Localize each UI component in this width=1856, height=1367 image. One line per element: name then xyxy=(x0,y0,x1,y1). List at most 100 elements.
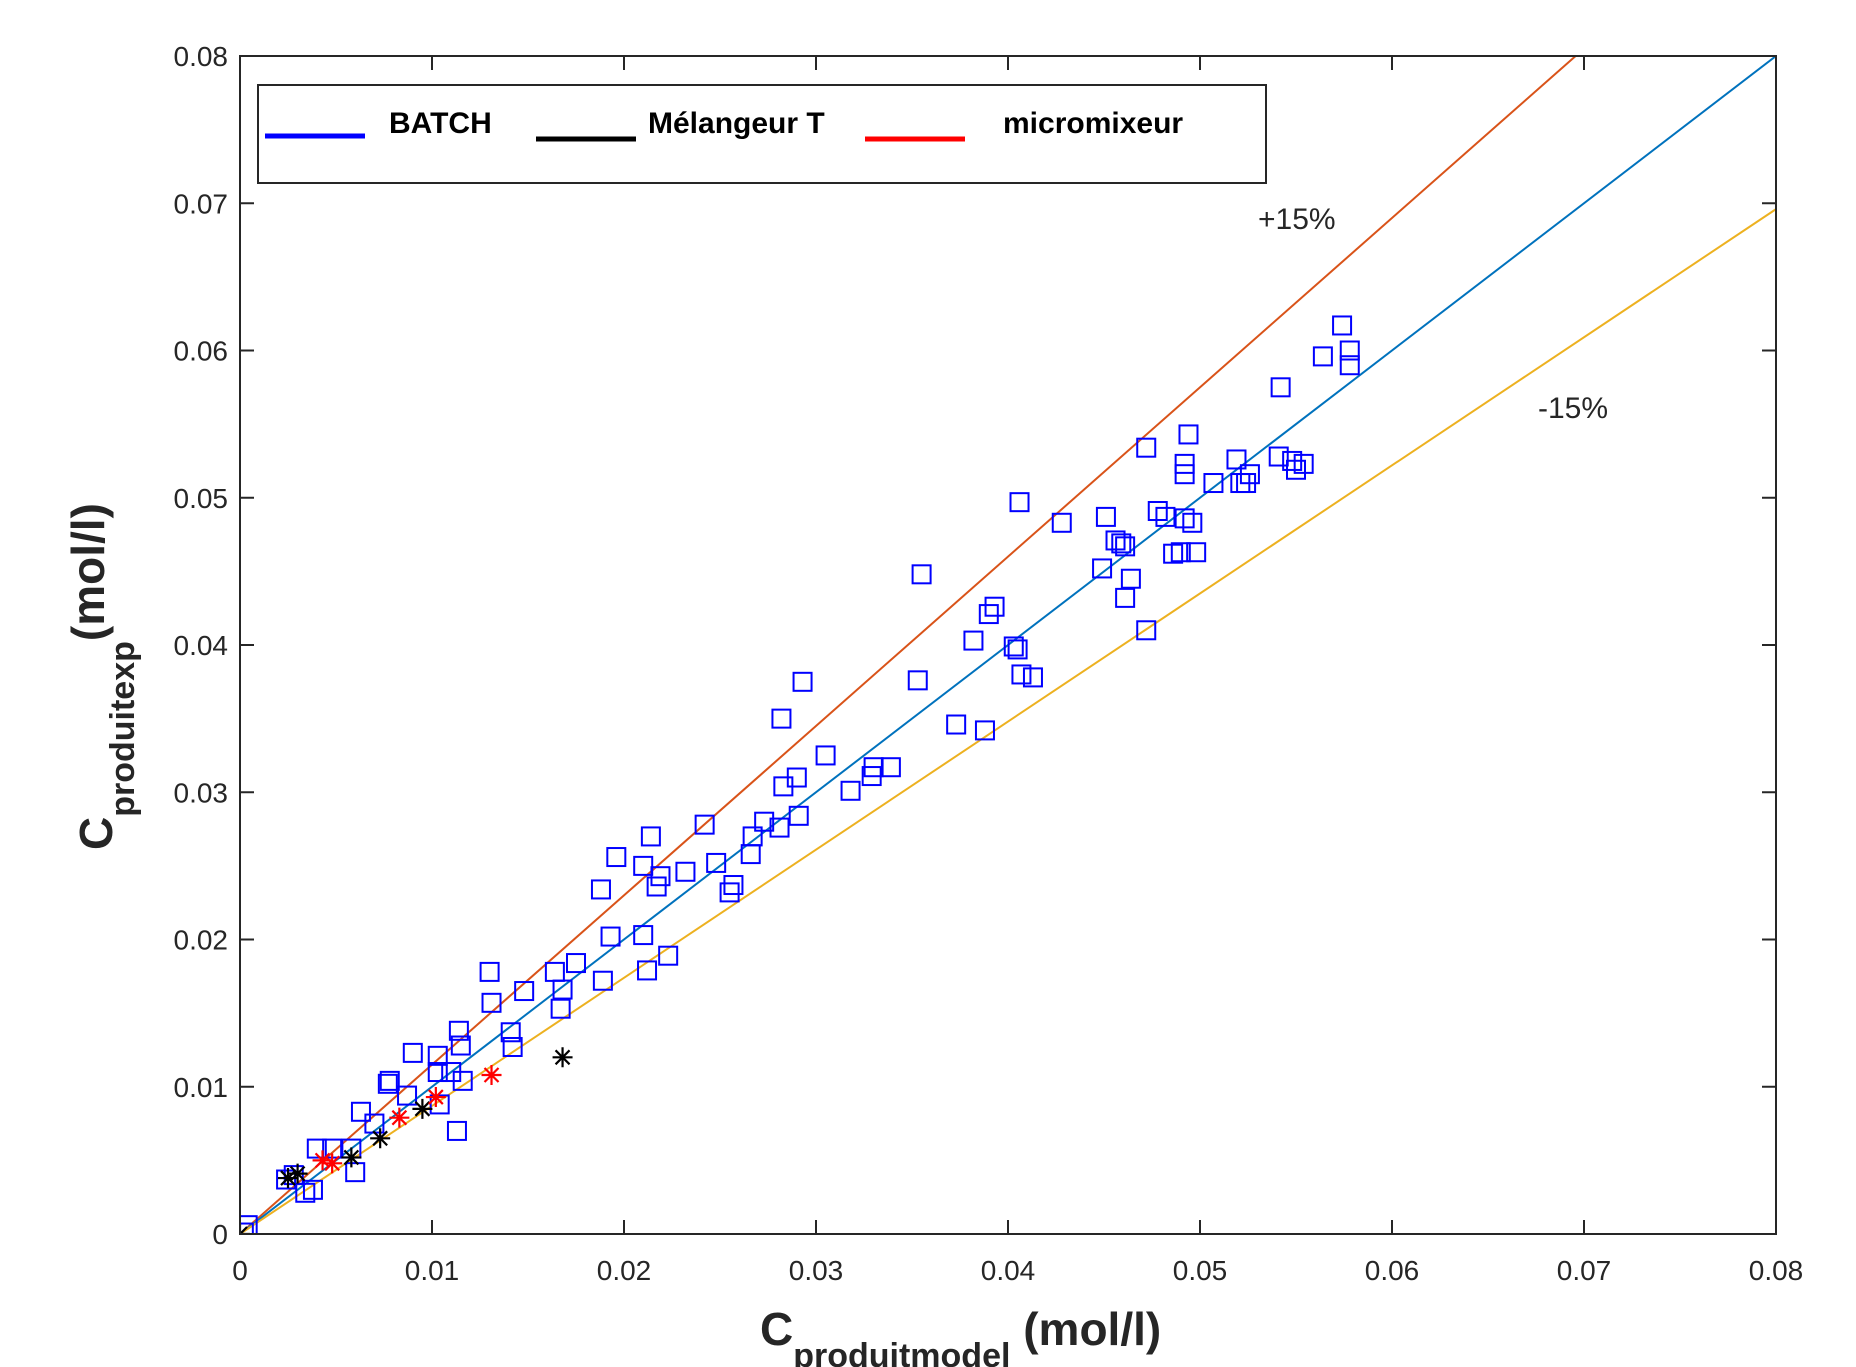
y-tick-label: 0.03 xyxy=(174,777,229,808)
point-batch xyxy=(1174,508,1195,529)
point-batch xyxy=(786,767,807,788)
asterisk-strokes xyxy=(552,1047,573,1068)
point-batch xyxy=(1339,355,1360,376)
point-batch xyxy=(1095,506,1116,527)
point-batch xyxy=(240,1222,254,1234)
legend: BATCH Mélangeur T micromixeur xyxy=(257,84,1267,184)
point-batch xyxy=(911,564,932,585)
asterisk-strokes xyxy=(322,1153,343,1174)
point-batch xyxy=(566,953,586,974)
point-batch xyxy=(706,852,727,873)
y-tick-label: 0.06 xyxy=(174,336,229,367)
point-batch xyxy=(1186,542,1207,563)
point-batch xyxy=(302,1179,323,1200)
point-batch xyxy=(978,604,999,625)
point-micromixeur xyxy=(425,1087,446,1108)
legend-label-batch: BATCH xyxy=(389,107,492,140)
point-batch xyxy=(1115,587,1136,608)
point-m-langeur-t xyxy=(370,1128,391,1149)
x-tick-label: 0.08 xyxy=(1749,1255,1804,1286)
point-batch xyxy=(500,1022,521,1043)
point-batch xyxy=(742,826,763,847)
y-tick-label: 0 xyxy=(212,1219,228,1250)
point-batch xyxy=(650,866,671,887)
point-batch xyxy=(600,926,621,947)
point-batch xyxy=(1203,473,1224,494)
asterisk-strokes xyxy=(287,1163,308,1184)
point-batch xyxy=(450,1035,471,1056)
point-batch xyxy=(1226,449,1247,470)
x-axis-title: Cproduitmodel (mol/l) xyxy=(760,1303,1161,1367)
y-axis-title: Cproduitexp(mol/l) xyxy=(62,503,142,850)
point-batch xyxy=(1174,453,1195,474)
point-batch xyxy=(1286,459,1306,480)
point-batch xyxy=(592,970,613,991)
point-batch xyxy=(633,925,654,946)
y-tick-label: 0.05 xyxy=(174,483,229,514)
point-micromixeur xyxy=(481,1064,502,1085)
point-batch xyxy=(377,1073,398,1094)
y-axis-title-unit: (mol/l) xyxy=(62,503,114,641)
point-batch xyxy=(276,1169,297,1190)
point-batch xyxy=(1051,512,1072,533)
point-batch xyxy=(640,826,661,847)
point-batch xyxy=(481,992,502,1013)
y-tick-label: 0.07 xyxy=(174,188,229,219)
point-batch xyxy=(963,630,984,651)
point-batch xyxy=(606,847,627,868)
point-m-langeur-t xyxy=(341,1147,362,1168)
point-batch xyxy=(1182,512,1203,533)
asterisk-strokes xyxy=(412,1098,433,1119)
point-batch xyxy=(1270,377,1291,398)
asterisk-strokes xyxy=(278,1168,298,1189)
point-batch xyxy=(840,780,861,801)
point-batch xyxy=(1170,542,1191,563)
x-tick-label: 0.01 xyxy=(405,1255,460,1286)
point-batch xyxy=(1178,424,1199,445)
x-tick-label: 0.03 xyxy=(789,1255,844,1286)
point-batch xyxy=(1339,340,1360,361)
point-batch xyxy=(946,714,967,735)
point-batch xyxy=(1268,446,1289,467)
point-batch xyxy=(1147,501,1168,522)
point-batch xyxy=(754,811,775,832)
point-batch xyxy=(402,1042,423,1063)
point-batch xyxy=(1155,506,1176,527)
point-batch xyxy=(723,875,744,896)
point-batch xyxy=(397,1085,418,1106)
y-tick-label: 0.01 xyxy=(174,1072,229,1103)
point-batch xyxy=(984,596,1005,617)
point-batch xyxy=(350,1101,371,1122)
point-batch xyxy=(907,670,928,691)
x-tick-labels: 0 0.01 0.02 0.03 0.04 0.05 0.06 0.07 0.08 xyxy=(232,1255,1803,1286)
point-batch xyxy=(452,1070,473,1091)
point-batch xyxy=(1293,453,1314,474)
x-tick-label: 0.06 xyxy=(1365,1255,1420,1286)
point-batch xyxy=(771,708,792,729)
point-batch xyxy=(658,945,679,966)
point-batch xyxy=(675,861,696,882)
x-tick-label: 0.07 xyxy=(1557,1255,1612,1286)
reference-line-2 xyxy=(240,208,1776,1234)
point-batch xyxy=(1136,620,1157,641)
annotation-minus15: -15% xyxy=(1538,392,1608,425)
y-axis-title-sub: produitexp xyxy=(104,641,142,817)
point-batch xyxy=(1239,464,1260,485)
y-tick-label: 0.04 xyxy=(174,630,229,661)
point-batch xyxy=(1115,536,1136,557)
asterisk-strokes xyxy=(425,1087,446,1108)
point-batch xyxy=(552,979,573,1000)
point-batch xyxy=(1111,533,1132,554)
point-batch xyxy=(427,1045,448,1066)
point-batch xyxy=(1022,667,1043,688)
data-markers xyxy=(240,315,1360,1234)
x-axis-title-unit: (mol/l) xyxy=(1010,1303,1161,1355)
point-batch xyxy=(1332,315,1353,336)
point-batch xyxy=(880,757,901,778)
point-batch xyxy=(792,671,813,692)
point-batch xyxy=(429,1094,450,1115)
point-batch xyxy=(514,981,535,1002)
point-batch xyxy=(637,960,658,981)
point-batch xyxy=(1163,543,1184,564)
